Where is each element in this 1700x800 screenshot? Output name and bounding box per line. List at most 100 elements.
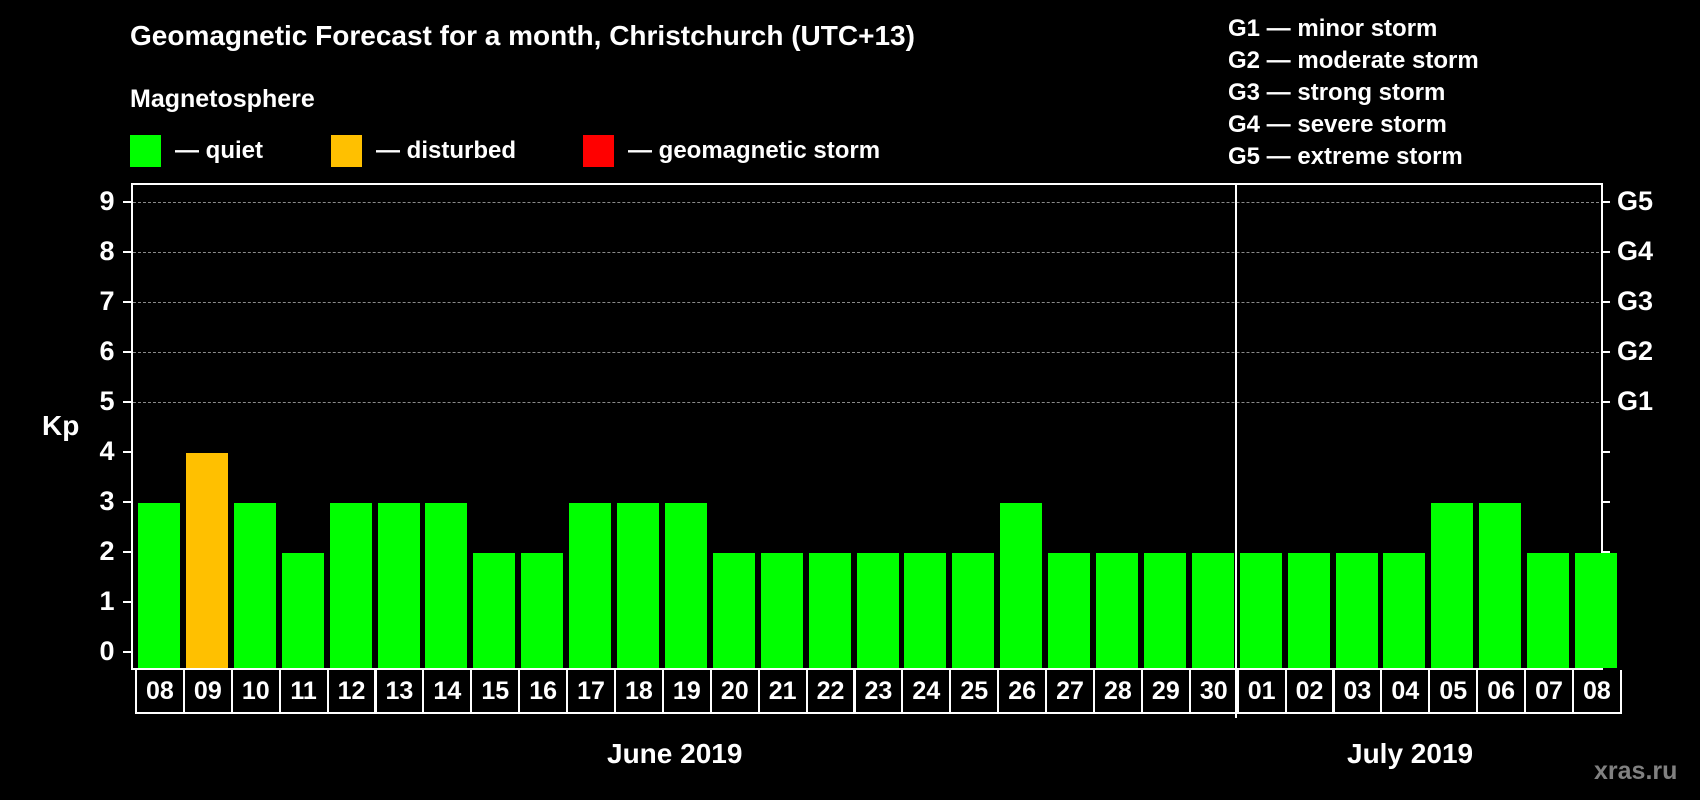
bar-quiet bbox=[1527, 553, 1570, 668]
gridline bbox=[133, 402, 1599, 403]
date-label: 23 bbox=[853, 670, 904, 714]
legend-label: — disturbed bbox=[376, 137, 517, 164]
y-tick-label: 6 bbox=[99, 336, 115, 366]
y-tick bbox=[123, 301, 131, 303]
storm-scale-legend: G1 — minor storm G2 — moderate storm G3 … bbox=[1228, 13, 1479, 173]
date-label: 20 bbox=[709, 670, 760, 714]
plot-area bbox=[131, 183, 1603, 670]
g-scale-label: G2 bbox=[1617, 336, 1654, 366]
right-tick bbox=[1602, 501, 1610, 503]
date-label: 12 bbox=[326, 670, 377, 714]
bar-disturbed bbox=[185, 453, 228, 668]
bar-quiet bbox=[233, 503, 276, 668]
bar-quiet bbox=[1048, 553, 1091, 668]
bar-quiet bbox=[1287, 553, 1330, 668]
right-tick bbox=[1602, 251, 1610, 253]
date-label: 13 bbox=[374, 670, 425, 714]
y-tick bbox=[123, 601, 131, 603]
gridline bbox=[133, 202, 1599, 203]
y-tick bbox=[123, 501, 131, 503]
y-tick bbox=[123, 401, 131, 403]
date-label: 03 bbox=[1332, 670, 1383, 714]
legend-item-disturbed: — disturbed bbox=[331, 135, 516, 167]
right-tick bbox=[1602, 201, 1610, 203]
right-tick bbox=[1602, 551, 1610, 553]
y-tick bbox=[123, 451, 131, 453]
y-tick bbox=[123, 201, 131, 203]
y-tick-label: 5 bbox=[99, 386, 115, 416]
bar-quiet bbox=[1431, 503, 1474, 668]
storm-scale-g3: G3 — strong storm bbox=[1228, 79, 1446, 106]
bar-quiet bbox=[808, 553, 851, 668]
bar-quiet bbox=[664, 503, 707, 668]
bar-quiet bbox=[1191, 553, 1234, 668]
month-divider bbox=[1235, 183, 1237, 718]
date-label: 07 bbox=[1524, 670, 1574, 714]
bar-quiet bbox=[952, 553, 995, 668]
bar-quiet bbox=[617, 503, 659, 668]
date-label: 18 bbox=[614, 670, 664, 714]
quiet-swatch-icon bbox=[130, 135, 161, 167]
chart-title: Geomagnetic Forecast for a month, Christ… bbox=[130, 20, 915, 51]
date-label: 24 bbox=[901, 670, 952, 714]
date-label: 25 bbox=[949, 670, 1000, 714]
month-label-june: June 2019 bbox=[607, 738, 743, 769]
g-scale-label: G1 bbox=[1617, 386, 1654, 416]
bar-quiet bbox=[329, 503, 372, 668]
legend-item-quiet: — quiet bbox=[130, 135, 263, 167]
storm-scale-g2: G2 — moderate storm bbox=[1228, 47, 1479, 74]
date-label: 28 bbox=[1093, 670, 1143, 714]
date-label: 15 bbox=[470, 670, 521, 714]
date-label: 06 bbox=[1476, 670, 1527, 714]
gridline bbox=[133, 352, 1599, 353]
bar-quiet bbox=[1239, 553, 1282, 668]
bar-quiet bbox=[281, 553, 324, 668]
bar-quiet bbox=[521, 553, 564, 668]
date-label: 05 bbox=[1428, 670, 1479, 714]
date-label: 21 bbox=[757, 670, 808, 714]
legend-label: — quiet bbox=[175, 137, 263, 164]
disturbed-swatch-icon bbox=[331, 135, 362, 167]
date-label: 14 bbox=[422, 670, 473, 714]
bar-quiet bbox=[1000, 503, 1043, 668]
legend-label: — geomagnetic storm bbox=[628, 137, 881, 164]
y-tick-label: 2 bbox=[99, 536, 115, 566]
y-axis-label: Kp bbox=[42, 410, 80, 441]
bar-quiet bbox=[377, 503, 420, 668]
date-label: 29 bbox=[1140, 670, 1191, 714]
right-tick bbox=[1602, 301, 1610, 303]
date-label: 22 bbox=[805, 670, 856, 714]
legend-heading: Magnetosphere bbox=[130, 85, 315, 113]
bar-quiet bbox=[1575, 553, 1617, 668]
date-label: 09 bbox=[182, 670, 233, 714]
watermark: xras.ru bbox=[1594, 757, 1678, 785]
bar-quiet bbox=[473, 553, 516, 668]
bar-quiet bbox=[712, 553, 755, 668]
y-tick-label: 3 bbox=[99, 486, 115, 516]
date-label: 19 bbox=[661, 670, 712, 714]
bar-quiet bbox=[760, 553, 803, 668]
y-tick bbox=[123, 651, 131, 653]
date-label: 01 bbox=[1236, 670, 1287, 714]
month-label-july: July 2019 bbox=[1347, 738, 1474, 769]
date-label: 17 bbox=[566, 670, 616, 714]
storm-swatch-icon bbox=[583, 135, 614, 167]
y-tick bbox=[123, 351, 131, 353]
bar-quiet bbox=[138, 503, 180, 668]
date-label: 16 bbox=[518, 670, 569, 714]
right-tick bbox=[1602, 351, 1610, 353]
storm-scale-g4: G4 — severe storm bbox=[1228, 111, 1447, 138]
date-label: 08 bbox=[135, 670, 185, 714]
storm-scale-g1: G1 — minor storm bbox=[1228, 15, 1438, 42]
bar-quiet bbox=[856, 553, 899, 668]
storm-scale-g5: G5 — extreme storm bbox=[1228, 143, 1463, 170]
date-label: 11 bbox=[278, 670, 329, 714]
y-tick-label: 1 bbox=[99, 586, 115, 616]
y-tick bbox=[123, 551, 131, 553]
bar-quiet bbox=[1096, 553, 1138, 668]
date-label: 26 bbox=[997, 670, 1048, 714]
bar-quiet bbox=[1383, 553, 1426, 668]
gridline bbox=[133, 302, 1599, 303]
y-tick-label: 0 bbox=[99, 636, 115, 666]
legend-item-storm: — geomagnetic storm bbox=[583, 135, 880, 167]
